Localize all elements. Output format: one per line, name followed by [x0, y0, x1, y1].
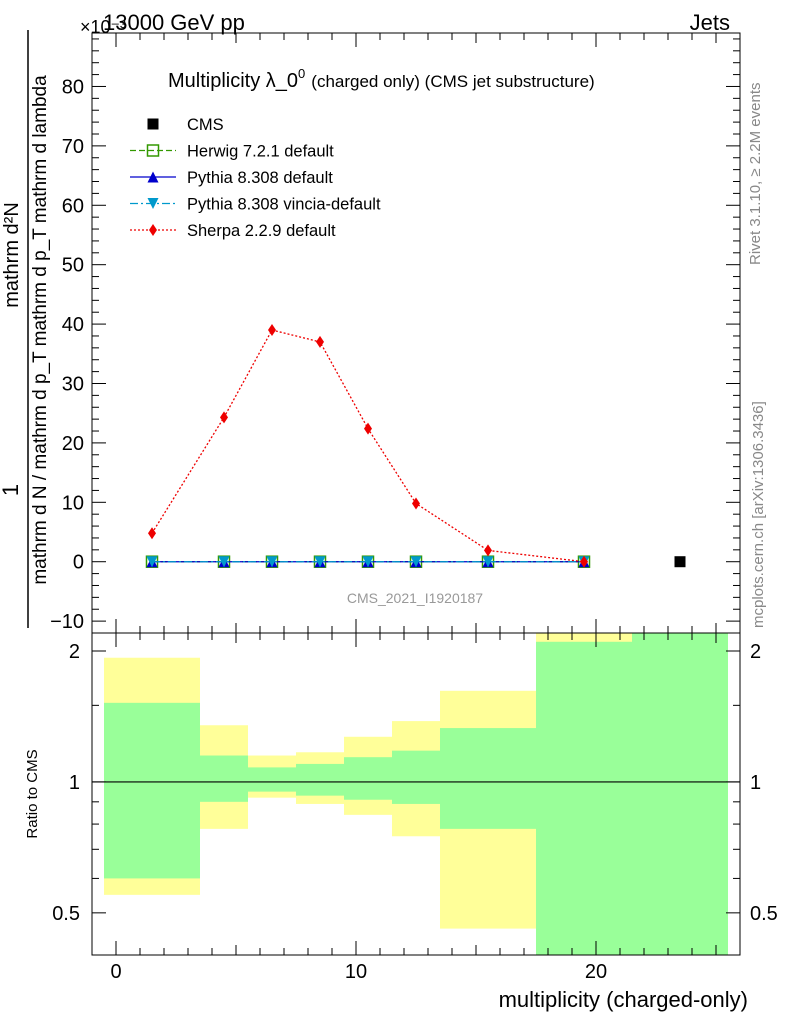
ratio-y-tick-label-left: 1 — [69, 772, 80, 794]
ratio-x-tick-label: 10 — [345, 961, 367, 983]
legend-marker — [146, 144, 160, 157]
main-y-tick-label: 30 — [62, 373, 84, 395]
ratio-y-tick-label-right: 1 — [750, 772, 761, 794]
main-y-ticks: −10 0 10 20 30 40 50 60 70 80 — [50, 38, 740, 633]
ratio-x-tick-label: 20 — [585, 961, 607, 983]
legend-label: CMS — [187, 116, 224, 134]
main-y-tick-label: 60 — [62, 195, 84, 217]
chart-title: Multiplicity λ_00 (charged only) (CMS jet… — [168, 66, 595, 92]
main-y-tick-label: 0 — [73, 552, 84, 574]
ratio-panel: 0.5 0.5 1 1 2 2 0 10 20 Ratio to CMS multiplici… — [24, 632, 778, 1012]
series-4-point — [148, 527, 156, 540]
chart-title-suffix: (charged only) (CMS jet substructure) — [311, 72, 594, 91]
ratio-x-tick-label: 0 — [110, 961, 121, 983]
legend-label: Pythia 8.308 vincia-default — [187, 196, 381, 214]
main-x-ticks — [115, 33, 717, 633]
series-4-point — [484, 544, 492, 557]
ratio-band-inner — [392, 750, 440, 804]
series-3-point — [314, 556, 326, 568]
main-y-tick-label: 40 — [62, 314, 84, 336]
xaxis-label: multiplicity (charged-only) — [499, 987, 748, 1012]
legend-marker — [149, 224, 157, 236]
series-4-point — [580, 555, 588, 568]
legend: CMS Herwig 7.2.1 default Pythia 8.308 defa… — [130, 116, 381, 240]
ratio-band-inner — [632, 633, 728, 955]
header-exponent-label: ×10⁻³ — [80, 17, 126, 37]
main-ylabel-numerator: 1 — [0, 484, 23, 496]
ratio-y-tick-label-left: 0.5 — [52, 903, 80, 925]
header-left-label: 13000 GeV pp — [103, 10, 245, 35]
main-y-tick-label: 10 — [62, 492, 84, 514]
mcplots-label: mcplots.cern.ch [arXiv:1306.3436] — [750, 401, 767, 628]
legend-marker — [147, 198, 159, 209]
legend-marker — [147, 118, 159, 130]
ratio-band-inner — [296, 763, 344, 796]
ratio-y-tick-label-right: 2 — [750, 641, 761, 663]
series-4-point — [268, 324, 276, 337]
ratio-band-inner — [536, 641, 632, 955]
ratio-y-tick-label-right: 0.5 — [750, 903, 778, 925]
main-y-tick-label: 50 — [62, 255, 84, 277]
ratio-band-inner — [200, 755, 248, 802]
series-layer — [145, 324, 686, 568]
series-3-point — [362, 556, 374, 568]
series-3-point — [146, 556, 158, 568]
series-4-point — [316, 335, 324, 348]
series-4-line — [151, 329, 585, 563]
main-ylabel: 1 mathrm d²N mathrm d N / mathrm d p_T m… — [0, 30, 51, 628]
watermark-label: CMS_2021_I1920187 — [347, 590, 483, 606]
main-y-tick-label: 20 — [62, 433, 84, 455]
series-4-point — [364, 422, 372, 435]
ratio-y-tick-label-left: 2 — [69, 641, 80, 663]
series-3-point — [266, 556, 278, 568]
main-ylabel-fraction-top: mathrm d²N — [1, 202, 23, 308]
main-y-tick-label: 70 — [62, 136, 84, 158]
ratio-bands — [104, 633, 728, 955]
legend-label: Sherpa 2.2.9 default — [187, 222, 336, 240]
legend-marker — [147, 171, 159, 183]
legend-label: Pythia 8.308 default — [187, 169, 333, 187]
series-3-point — [218, 556, 230, 568]
ratio-x-ticks: 0 10 20 — [110, 633, 717, 983]
rivet-version-label: Rivet 3.1.10, ≥ 2.2M events — [747, 83, 764, 266]
header-right-label: Jets — [690, 10, 730, 35]
chart-title-main: Multiplicity λ_0 — [168, 70, 298, 92]
legend-label: Herwig 7.2.1 default — [187, 143, 334, 161]
ratio-y-ticks: 0.5 0.5 1 1 2 2 — [52, 641, 778, 925]
ratio-ylabel: Ratio to CMS — [24, 749, 41, 838]
chart-title-superscript: 0 — [298, 66, 305, 81]
ratio-band-inner — [344, 757, 392, 800]
series-4-point — [412, 497, 420, 510]
ratio-band-inner — [440, 728, 536, 829]
main-y-tick-label: 80 — [62, 76, 84, 98]
series-4-point — [220, 411, 228, 424]
main-ylabel-denominator: mathrm d N / mathrm d p_T mathrm d p_T m… — [30, 75, 51, 585]
ratio-plot-frame — [91, 632, 741, 956]
series-3-point — [410, 556, 422, 568]
series-0-point — [674, 556, 686, 568]
ratio-band-inner — [248, 767, 296, 792]
ratio-band-inner — [104, 702, 200, 879]
main-y-tick-label: −10 — [50, 611, 84, 633]
series-3-point — [482, 556, 494, 568]
